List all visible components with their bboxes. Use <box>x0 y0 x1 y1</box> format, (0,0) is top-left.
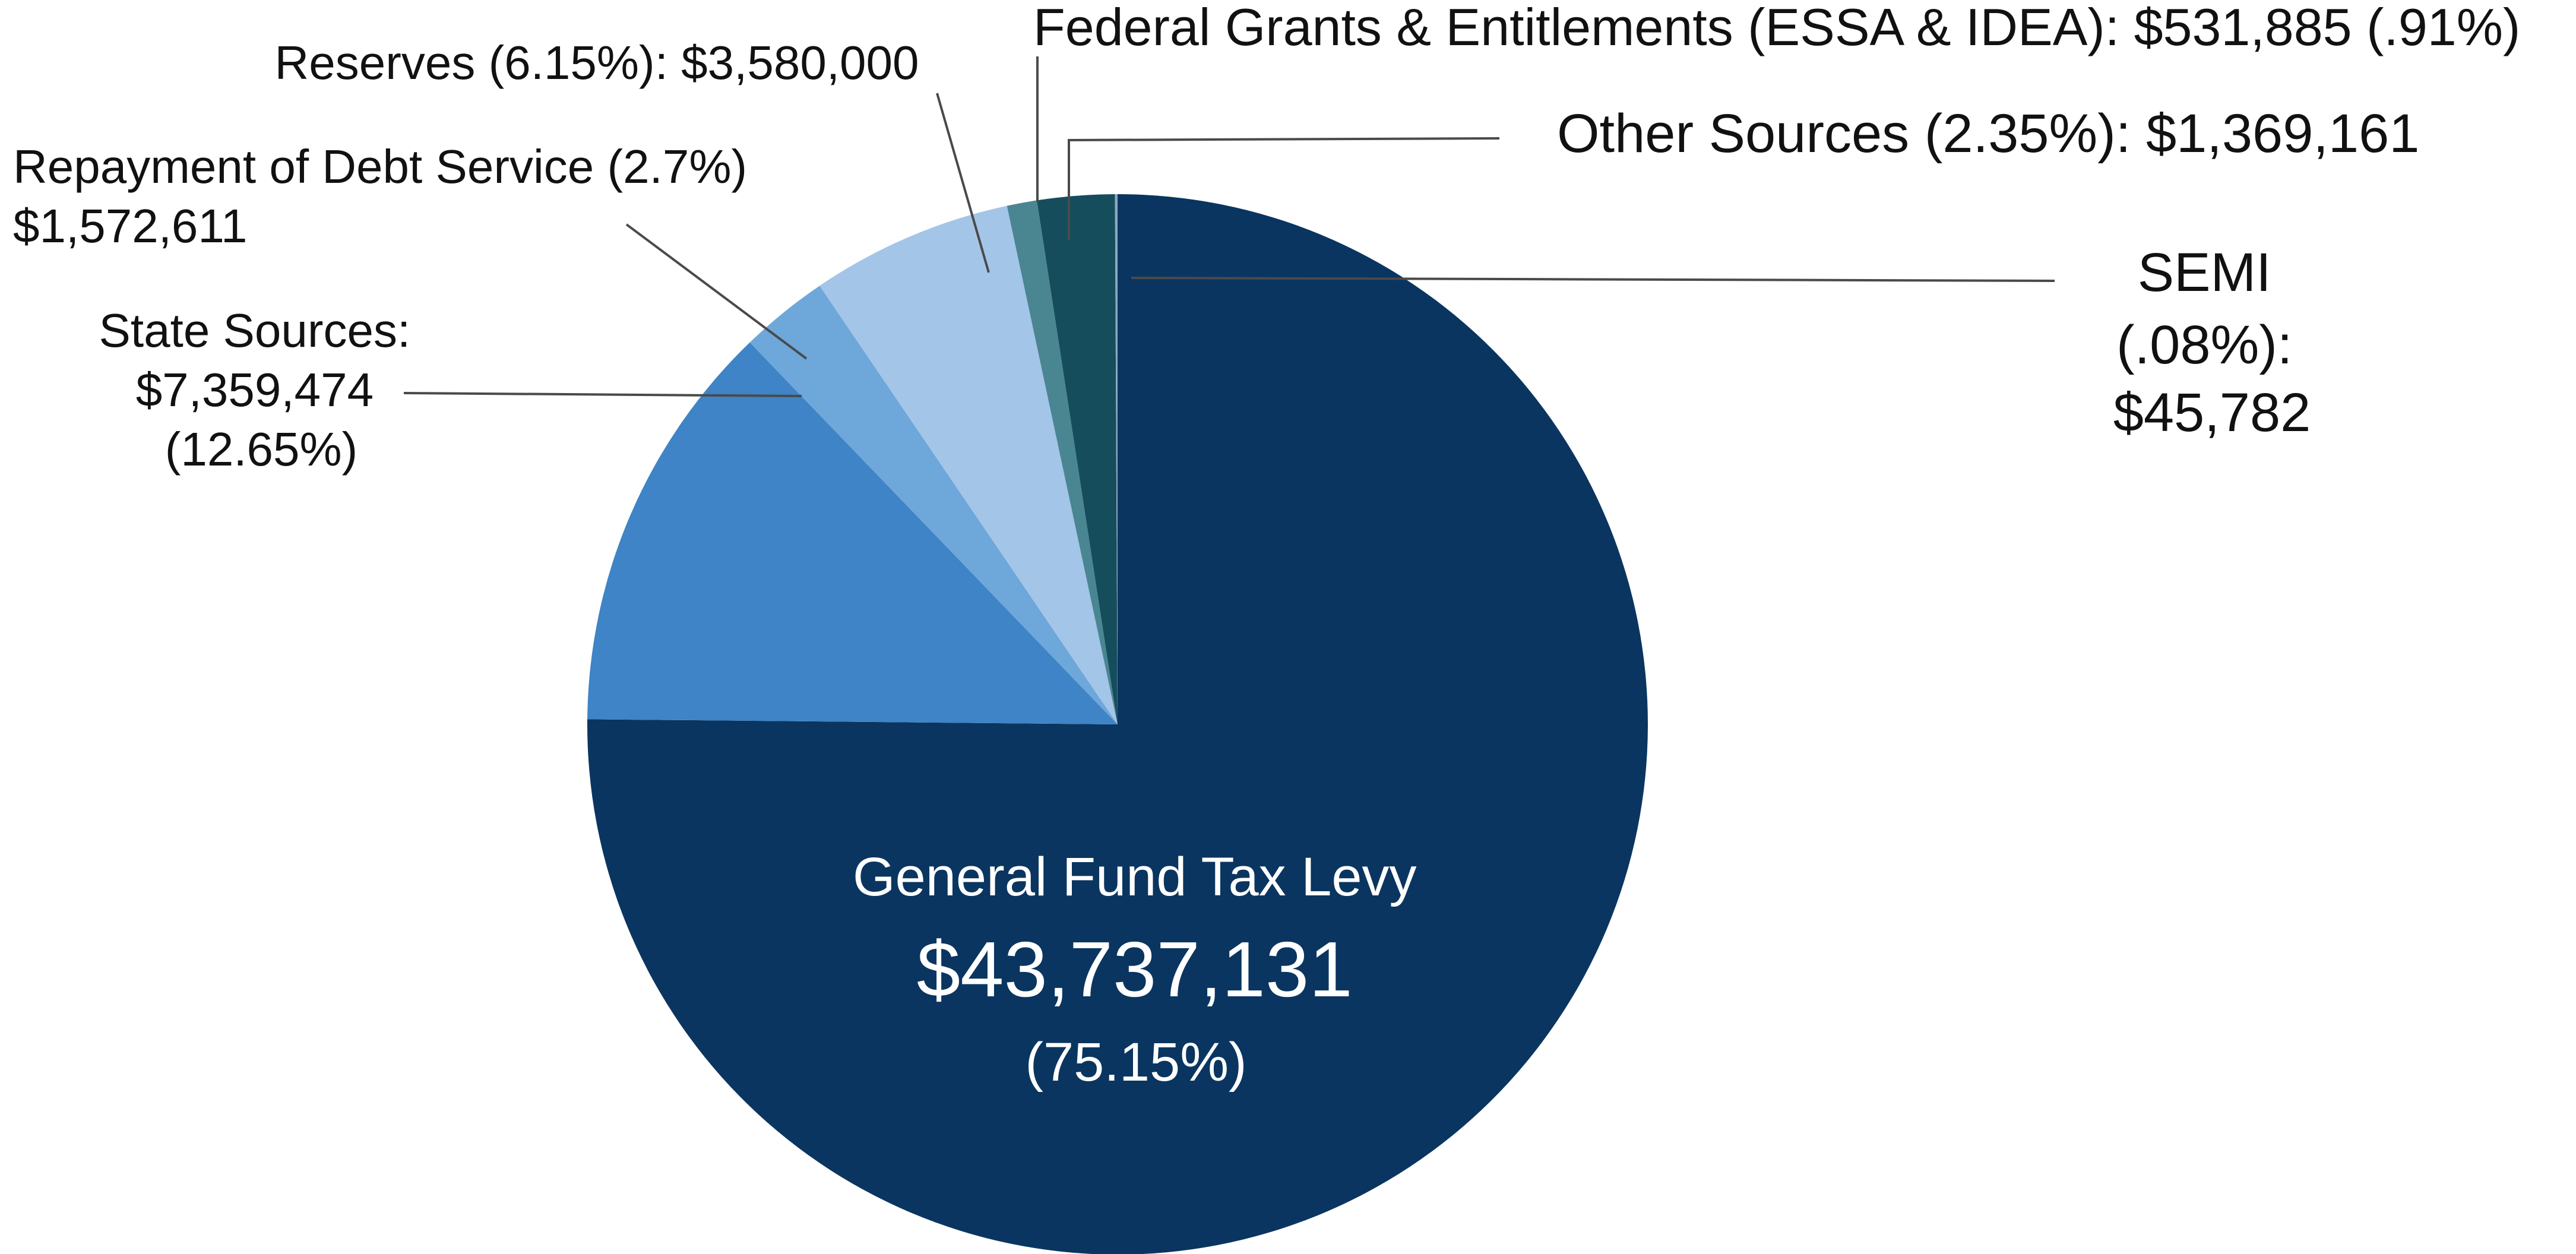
federal-grants-text: Federal Grants & Entitlements (ESSA & ID… <box>1033 0 2520 56</box>
semi-value: $45,782 <box>2113 382 2311 443</box>
pie-slice-general-fund-tax-levy <box>587 194 1648 1254</box>
debt-service-value: $1,572,611 <box>13 200 247 252</box>
state-sources-percent: (12.65%) <box>165 423 358 476</box>
general-fund-percent: (75.15%) <box>1025 1032 1246 1092</box>
leader-other-sources <box>1068 137 1500 240</box>
leader-state-sources <box>403 392 802 397</box>
slice-label-general-fund: General Fund Tax Levy $43,737,131 (75.15… <box>853 847 1419 1092</box>
pie-slice-state-sources <box>587 342 1118 724</box>
semi-percent: (.08%): <box>2116 315 2293 375</box>
pie-slice-federal-grants-entitlements-essa-idea <box>1007 200 1118 724</box>
state-sources-name: State Sources: <box>99 304 411 357</box>
leader-reserves <box>936 93 990 273</box>
slice-label-state-sources: State Sources: $7,359,474 (12.65%) <box>99 304 424 476</box>
pie-slice-other-sources <box>1037 194 1118 725</box>
state-sources-value: $7,359,474 <box>136 363 374 416</box>
reserves-text: Reserves (6.15%): $3,580,000 <box>274 36 919 89</box>
pie-slice-reserves <box>819 205 1118 725</box>
general-fund-name: General Fund Tax Levy <box>853 847 1417 907</box>
slice-label-debt-service: Repayment of Debt Service (2.7%) $1,572,… <box>13 140 760 252</box>
debt-service-name: Repayment of Debt Service (2.7%) <box>13 140 747 193</box>
slice-label-other-sources: Other Sources (2.35%): $1,369,161 <box>1557 103 2419 164</box>
leader-debt-service <box>625 223 808 360</box>
pie-slice-repayment-of-debt-service <box>749 286 1118 725</box>
general-fund-value: $43,737,131 <box>917 926 1353 1013</box>
leader-lines <box>403 56 2055 397</box>
slice-label-federal-grants: Federal Grants & Entitlements (ESSA & ID… <box>1033 0 2520 56</box>
other-sources-text: Other Sources (2.35%): $1,369,161 <box>1557 103 2419 164</box>
pie-slice-semi <box>1115 194 1118 724</box>
slice-label-reserves: Reserves (6.15%): $3,580,000 <box>274 36 919 89</box>
pie-slices <box>587 194 1648 1254</box>
leader-semi <box>1131 277 2055 282</box>
semi-name: SEMI <box>2138 242 2271 303</box>
slice-label-semi: SEMI (.08%): $45,782 <box>2113 242 2311 443</box>
